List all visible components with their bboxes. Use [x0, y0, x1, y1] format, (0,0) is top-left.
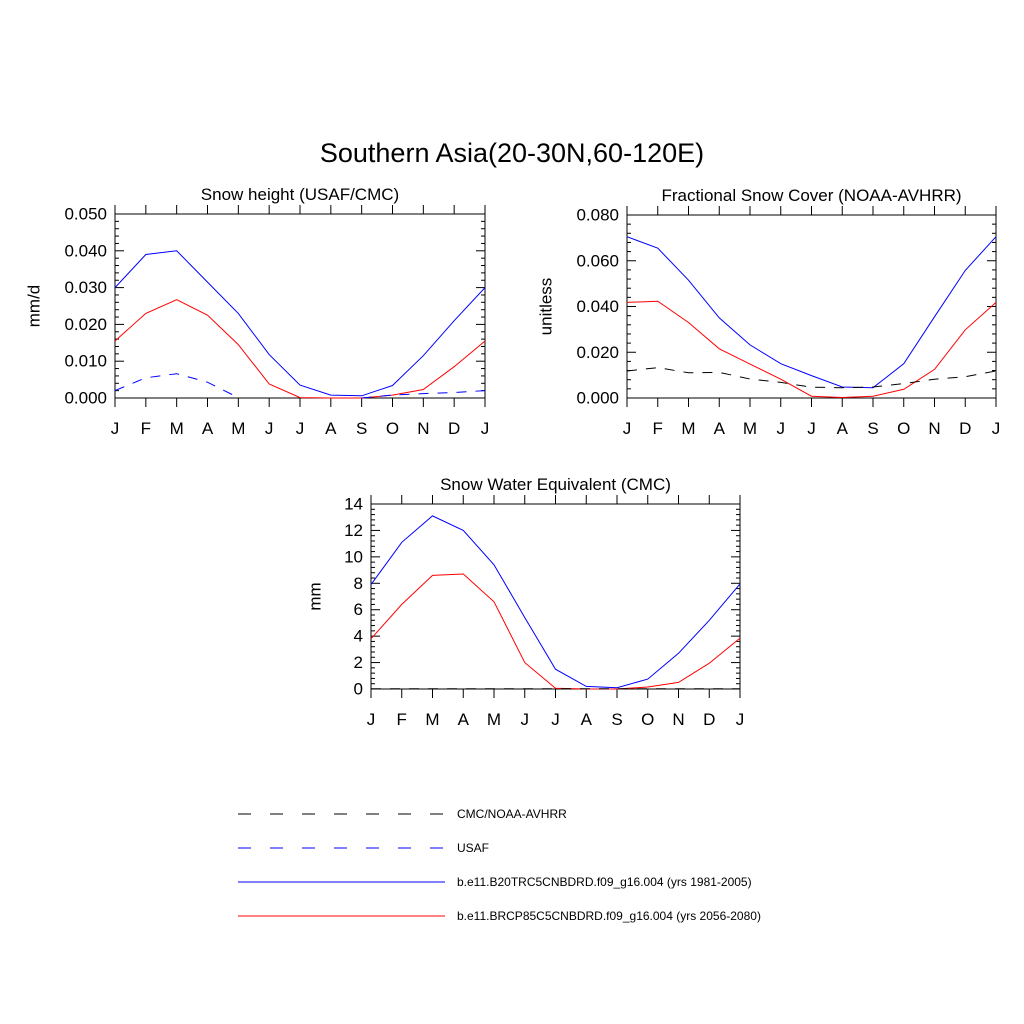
- legend-label-hist: b.e11.B20TRC5CNBDRD.f09_g16.004 (yrs 198…: [457, 875, 752, 889]
- x-tick-label: J: [265, 419, 274, 438]
- x-tick-label: A: [714, 419, 726, 438]
- chart-panel-3: Snow Water Equivalent (CMC) mm 0 2 4 6 8 10 12 14…: [306, 475, 745, 729]
- plot-frame: [626, 214, 997, 399]
- x-tick-label: M: [487, 710, 501, 729]
- series-line-hist: [114, 250, 486, 397]
- x-tick-label: J: [367, 710, 376, 729]
- x-tick-label: M: [170, 419, 184, 438]
- x-tick-label: A: [325, 419, 337, 438]
- x-tick-label: M: [425, 710, 439, 729]
- series-line-future: [370, 573, 741, 690]
- x-tick-label: F: [141, 419, 151, 438]
- x-tick-label: D: [448, 419, 460, 438]
- x-tick-label: N: [672, 710, 684, 729]
- x-tick-label: N: [928, 419, 940, 438]
- series-line-hist: [370, 515, 741, 689]
- y-axis-label: mm: [306, 582, 325, 610]
- y-tick-label: 0.030: [64, 278, 107, 297]
- legend-label-future: b.e11.BRCP85C5CNBDRD.f09_g16.004 (yrs 20…: [457, 909, 761, 923]
- x-tick-label: M: [231, 419, 245, 438]
- x-tick-label: M: [681, 419, 695, 438]
- plot-frame: [370, 503, 741, 690]
- y-tick-label: 0.040: [576, 297, 619, 316]
- x-tick-label: J: [777, 419, 786, 438]
- x-tick-label: A: [458, 710, 470, 729]
- x-tick-label: F: [397, 710, 407, 729]
- y-axis-label: unitless: [537, 278, 556, 336]
- series-line-hist: [626, 236, 997, 389]
- y-tick-label: 8: [354, 574, 363, 593]
- y-tick-label: 10: [344, 547, 363, 566]
- legend: CMC/NOAA-AVHRR USAF b.e11.B20TRC5CNBDRD.f0…: [238, 807, 761, 923]
- x-tick-label: D: [959, 419, 971, 438]
- y-tick-label: 12: [344, 521, 363, 540]
- x-tick-label: S: [356, 419, 367, 438]
- y-tick-label: 0.060: [576, 251, 619, 270]
- y-tick-label: 2: [354, 653, 363, 672]
- chart-panel-2: Fractional Snow Cover (NOAA-AVHRR) unitle…: [537, 186, 1001, 438]
- y-tick-label: 0.050: [64, 205, 107, 224]
- y-tick-label: 0.020: [64, 315, 107, 334]
- x-tick-label: O: [641, 710, 654, 729]
- y-tick-label: 4: [354, 627, 363, 646]
- x-tick-label: D: [703, 710, 715, 729]
- x-tick-label: J: [807, 419, 816, 438]
- chart-title: Snow height (USAF/CMC): [201, 185, 399, 204]
- x-tick-label: J: [736, 710, 745, 729]
- legend-label-obs: CMC/NOAA-AVHRR: [457, 807, 567, 821]
- y-tick-label: 0: [354, 680, 363, 699]
- series-line-obs: [626, 367, 997, 389]
- x-tick-label: J: [623, 419, 632, 438]
- x-tick-label: O: [897, 419, 910, 438]
- series-line-future: [626, 300, 997, 399]
- x-tick-label: J: [992, 419, 1001, 438]
- x-tick-label: O: [386, 419, 399, 438]
- x-tick-label: J: [111, 419, 120, 438]
- x-tick-label: A: [202, 419, 214, 438]
- y-axis-label: mm/d: [25, 285, 44, 328]
- x-tick-label: A: [581, 710, 593, 729]
- x-tick-label: F: [653, 419, 663, 438]
- y-tick-label: 0.000: [64, 389, 107, 408]
- x-tick-label: J: [551, 710, 560, 729]
- page-title: Southern Asia(20-30N,60-120E): [319, 138, 705, 168]
- chart-title: Fractional Snow Cover (NOAA-AVHRR): [661, 186, 961, 205]
- y-tick-label: 14: [344, 495, 363, 514]
- y-tick-label: 0.000: [576, 389, 619, 408]
- x-tick-label: N: [417, 419, 429, 438]
- x-tick-label: S: [867, 419, 878, 438]
- x-tick-label: A: [837, 419, 849, 438]
- series-line-future: [114, 299, 486, 399]
- y-tick-label: 6: [354, 600, 363, 619]
- y-tick-label: 0.040: [64, 241, 107, 260]
- x-tick-label: J: [521, 710, 530, 729]
- x-tick-label: S: [611, 710, 622, 729]
- chart-panel-1: Snow height (USAF/CMC) mm/d 0.000 0.010 0.02…: [25, 185, 490, 438]
- plot-frame: [114, 213, 486, 399]
- series-line-usaf: [114, 373, 486, 399]
- legend-label-usaf: USAF: [457, 841, 489, 855]
- chart-title: Snow Water Equivalent (CMC): [440, 475, 671, 494]
- x-tick-label: J: [296, 419, 305, 438]
- y-tick-label: 0.080: [576, 206, 619, 225]
- x-tick-label: J: [481, 419, 490, 438]
- y-tick-label: 0.010: [64, 352, 107, 371]
- y-tick-label: 0.020: [576, 343, 619, 362]
- x-tick-label: M: [743, 419, 757, 438]
